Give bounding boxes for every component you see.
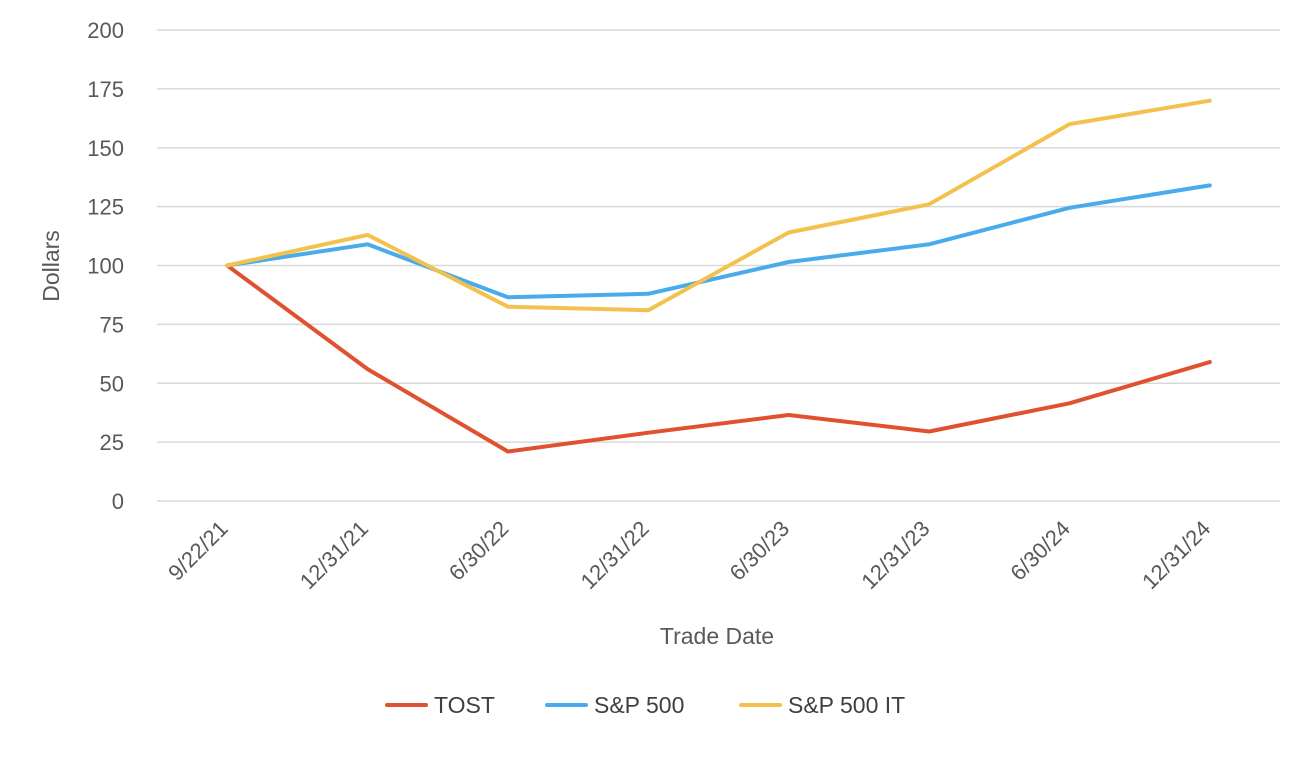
gridlines [157,29,1280,502]
y-tick-label: 50 [100,371,124,396]
x-tick-label: 12/31/24 [1137,516,1215,594]
x-axis-ticks: 9/22/21 12/31/21 6/30/22 12/31/22 6/30/23 12/… [163,516,1215,594]
legend: TOST S&P 500 S&P 500 IT [385,692,905,718]
x-tick-label: 6/30/24 [1005,516,1075,586]
series-line-tost [225,263,1212,454]
y-tick-label: 25 [100,430,124,455]
y-tick-label: 175 [87,77,124,102]
series-line-s-p-500-it [225,98,1212,313]
series-line-s-p-500 [225,183,1212,300]
x-tick-label: 6/30/22 [444,516,514,586]
y-axis-title: Dollars [38,230,64,302]
x-tick-label: 9/22/21 [163,516,233,586]
x-tick-label: 12/31/23 [856,516,934,594]
y-tick-label: 200 [87,18,124,43]
legend-label: TOST [434,692,495,718]
legend-label: S&P 500 [594,692,684,718]
legend-label: S&P 500 IT [788,692,905,718]
x-axis-title: Trade Date [660,623,774,649]
y-tick-label: 100 [87,254,124,279]
series-lines [225,98,1212,454]
y-tick-label: 75 [100,312,124,337]
x-tick-label: 6/30/23 [725,516,795,586]
y-tick-label: 150 [87,136,124,161]
x-tick-label: 12/31/22 [576,516,654,594]
y-tick-label: 125 [87,195,124,220]
x-tick-label: 12/31/21 [295,516,373,594]
y-tick-label: 0 [112,489,124,514]
y-axis-ticks: 0 25 50 75 100 125 150 175 200 [87,18,124,514]
